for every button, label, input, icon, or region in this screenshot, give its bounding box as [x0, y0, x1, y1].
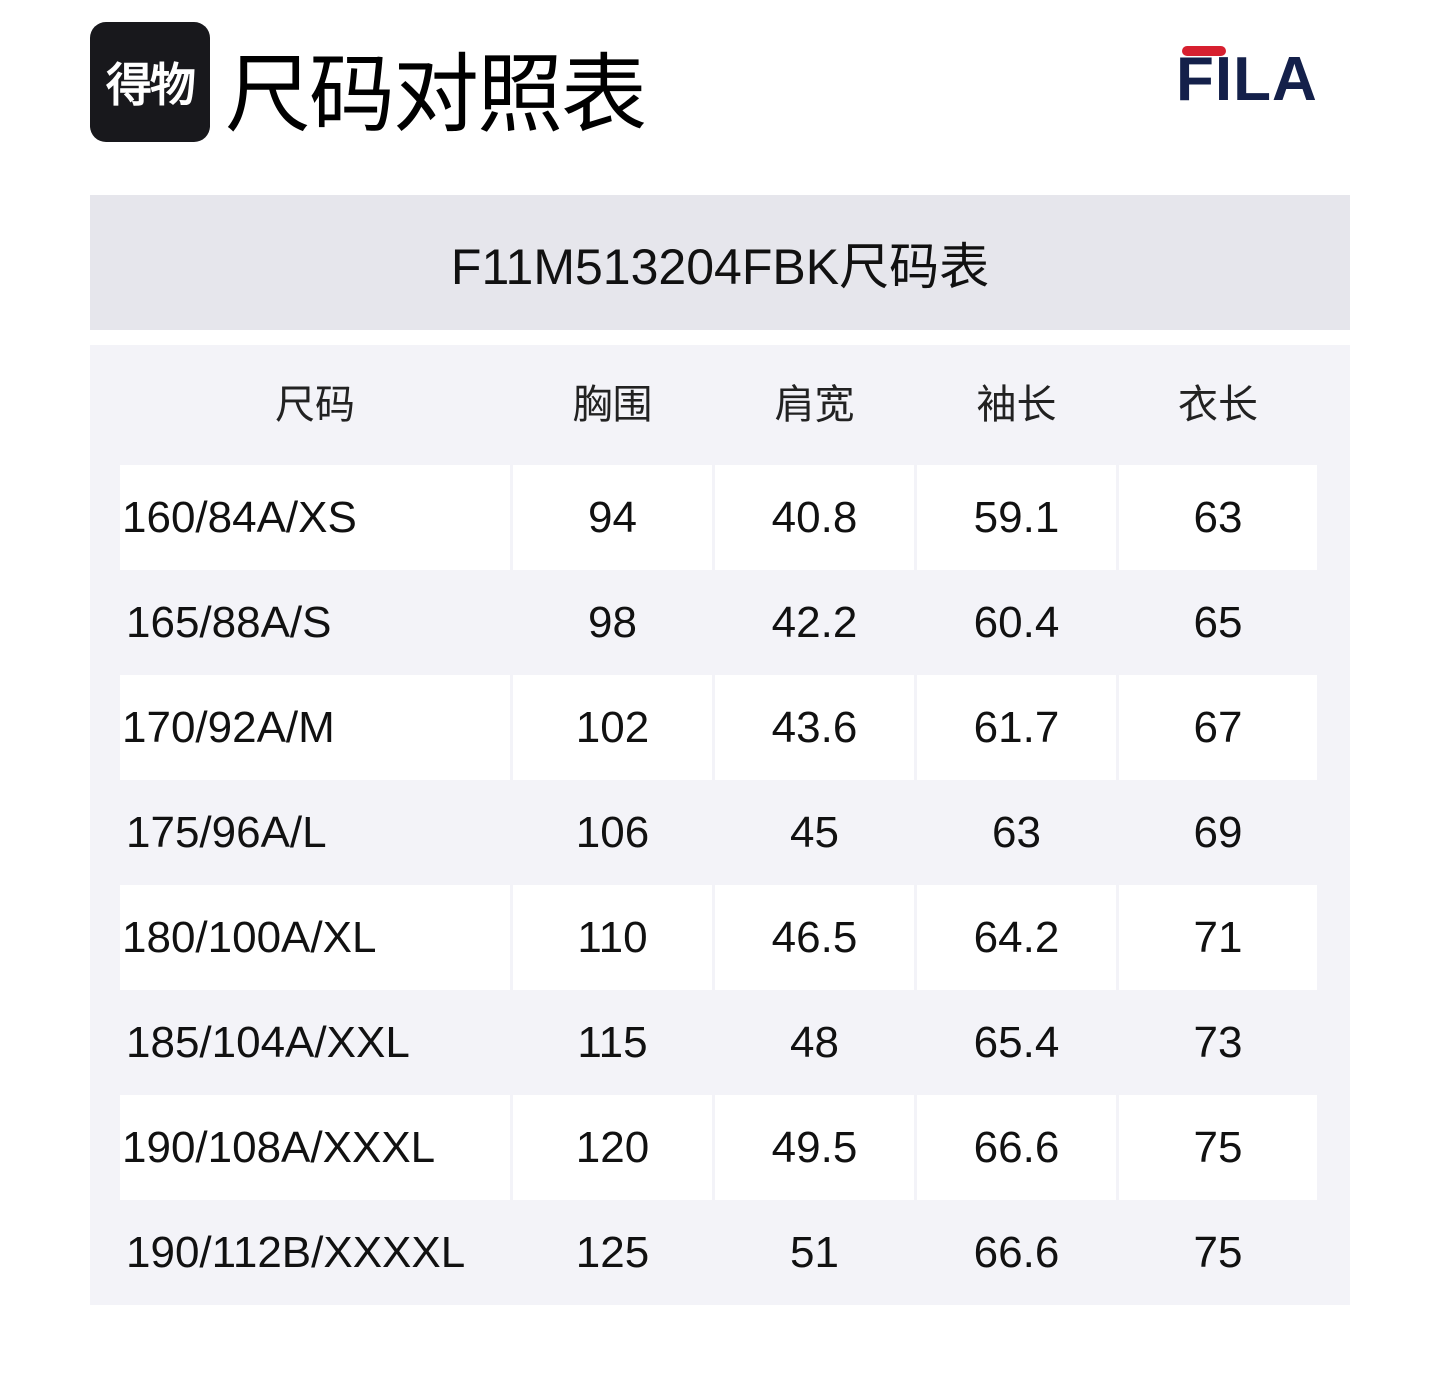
size-cell: 190/108A/XXXL — [120, 1095, 510, 1200]
measurement-cell: 63 — [1119, 465, 1317, 570]
column-header: 袖长 — [976, 383, 1057, 427]
measurement-cell: 115 — [577, 1018, 648, 1067]
measurement-cell: 75 — [1119, 1095, 1317, 1200]
column-header: 肩宽 — [774, 383, 855, 427]
measurement-cell: 102 — [513, 675, 712, 780]
measurement-cell: 67 — [1119, 675, 1317, 780]
measurement-cell: 125 — [575, 1228, 650, 1277]
measurement-cell: 63 — [992, 808, 1041, 857]
fila-logo: FILA — [1176, 46, 1318, 116]
fila-logo-text: FILA — [1176, 45, 1318, 114]
column-header: 衣长 — [1178, 383, 1258, 427]
measurement-cell: 106 — [575, 808, 650, 857]
measurement-cell: 66.6 — [973, 1228, 1060, 1277]
size-cell: 185/104A/XXL — [126, 1018, 410, 1067]
fila-logo-red-bar — [1182, 46, 1226, 56]
size-chart-title: F11M513204FBK尺码表 — [90, 195, 1350, 330]
table-row: 185/104A/XXL 115 48 65.4 73 — [120, 990, 1317, 1095]
size-cell: 160/84A/XS — [120, 465, 510, 570]
measurement-cell: 49.5 — [715, 1095, 914, 1200]
measurement-cell: 64.2 — [917, 885, 1116, 990]
measurement-cell: 45 — [790, 808, 839, 857]
size-chart-title-text: F11M513204FBK尺码表 — [450, 238, 990, 295]
measurement-cell: 60.4 — [973, 598, 1060, 647]
size-cell: 165/88A/S — [126, 598, 332, 647]
table-row: 190/108A/XXXL 120 49.5 66.6 75 — [120, 1095, 1317, 1200]
size-table: 尺码 胸围 肩宽 袖长 衣长 160/84A/XS 94 40.8 59.1 63 165… — [90, 345, 1350, 1305]
measurement-cell: 110 — [513, 885, 712, 990]
measurement-cell: 46.5 — [715, 885, 914, 990]
table-header: 尺码 胸围 肩宽 袖长 衣长 — [120, 375, 1317, 435]
measurement-cell: 73 — [1193, 1018, 1243, 1067]
column-header: 尺码 — [275, 383, 355, 427]
column-header: 胸围 — [572, 383, 653, 427]
dewu-logo: 得物 — [90, 22, 210, 142]
table-row: 190/112B/XXXXL 125 51 66.6 75 — [120, 1200, 1317, 1305]
measurement-cell: 71 — [1119, 885, 1317, 990]
measurement-cell: 65.4 — [973, 1018, 1060, 1067]
measurement-cell: 61.7 — [917, 675, 1116, 780]
measurement-cell: 66.6 — [917, 1095, 1116, 1200]
measurement-cell: 42.2 — [771, 598, 858, 647]
measurement-cell: 59.1 — [917, 465, 1116, 570]
measurement-cell: 51 — [790, 1228, 839, 1277]
table-row: 170/92A/M 102 43.6 61.7 67 — [120, 675, 1317, 780]
size-cell: 175/96A/L — [126, 808, 327, 857]
size-cell: 190/112B/XXXXL — [126, 1228, 466, 1277]
measurement-cell: 40.8 — [715, 465, 914, 570]
measurement-cell: 94 — [513, 465, 712, 570]
size-cell: 180/100A/XL — [120, 885, 510, 990]
dewu-logo-text: 得物 — [106, 59, 196, 111]
table-row: 165/88A/S 98 42.2 60.4 65 — [120, 570, 1317, 675]
measurement-cell: 69 — [1193, 808, 1243, 857]
measurement-cell: 75 — [1193, 1228, 1243, 1277]
measurement-cell: 120 — [513, 1095, 712, 1200]
measurement-cell: 98 — [588, 598, 637, 647]
size-cell: 170/92A/M — [120, 675, 510, 780]
page-title: 尺码对照表 — [225, 47, 647, 143]
measurement-cell: 65 — [1193, 598, 1243, 647]
table-row: 175/96A/L 106 45 63 69 — [120, 780, 1317, 885]
measurement-cell: 43.6 — [715, 675, 914, 780]
table-row: 160/84A/XS 94 40.8 59.1 63 — [120, 465, 1317, 570]
measurement-cell: 48 — [790, 1018, 839, 1067]
table-row: 180/100A/XL 110 46.5 64.2 71 — [120, 885, 1317, 990]
